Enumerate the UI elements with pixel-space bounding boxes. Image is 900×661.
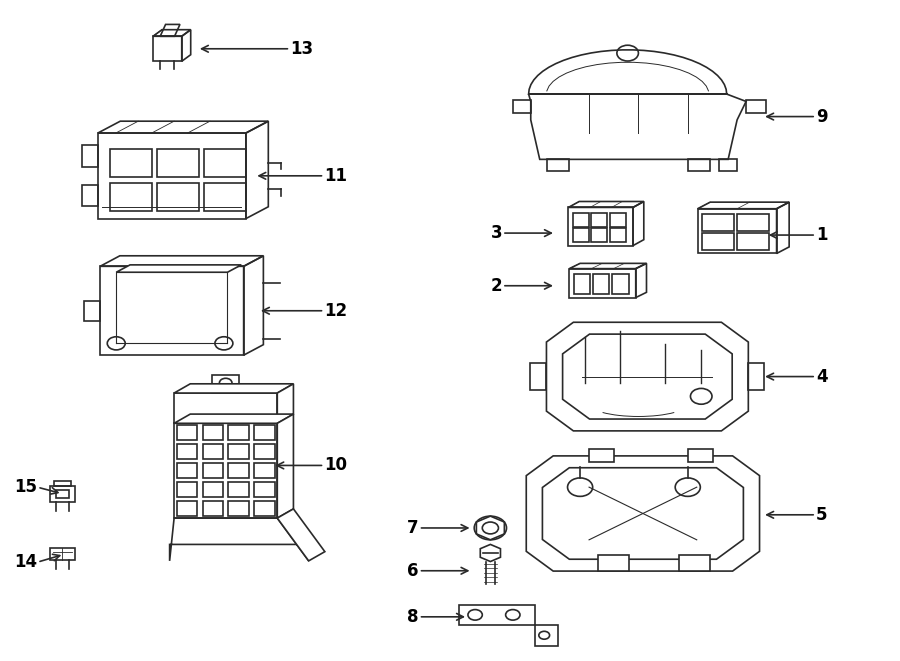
Polygon shape xyxy=(174,414,293,423)
Polygon shape xyxy=(277,384,293,423)
Bar xyxy=(176,425,197,440)
Text: 4: 4 xyxy=(816,368,828,385)
Bar xyxy=(111,149,152,176)
Polygon shape xyxy=(679,555,710,571)
Text: 2: 2 xyxy=(491,277,502,295)
Bar xyxy=(176,444,197,459)
Bar xyxy=(254,444,274,459)
Bar xyxy=(229,482,248,497)
Bar xyxy=(254,482,274,497)
Text: 5: 5 xyxy=(816,506,828,524)
Text: 14: 14 xyxy=(14,553,37,571)
Bar xyxy=(202,444,223,459)
Bar xyxy=(176,463,197,478)
Polygon shape xyxy=(688,449,713,463)
Bar xyxy=(158,149,199,176)
Bar xyxy=(702,233,734,251)
Bar xyxy=(229,444,248,459)
Text: 8: 8 xyxy=(407,608,418,626)
Text: 3: 3 xyxy=(491,224,502,242)
Text: 9: 9 xyxy=(816,108,828,126)
Polygon shape xyxy=(598,555,629,571)
Polygon shape xyxy=(174,384,293,393)
Bar xyxy=(702,214,734,231)
Bar xyxy=(610,229,626,243)
Bar xyxy=(158,183,199,211)
Bar xyxy=(202,482,223,497)
Text: 7: 7 xyxy=(407,519,418,537)
Bar xyxy=(254,425,274,440)
Bar xyxy=(229,463,248,478)
Text: 15: 15 xyxy=(14,478,37,496)
Bar xyxy=(111,183,152,211)
Polygon shape xyxy=(277,414,293,518)
Text: 10: 10 xyxy=(324,457,347,475)
Bar xyxy=(254,463,274,478)
Bar xyxy=(229,501,248,516)
Text: 1: 1 xyxy=(816,226,828,244)
Text: 12: 12 xyxy=(324,302,347,320)
Text: 13: 13 xyxy=(291,40,313,58)
Bar xyxy=(591,229,608,243)
Polygon shape xyxy=(277,509,325,561)
Bar xyxy=(204,183,246,211)
Bar xyxy=(176,501,197,516)
Bar xyxy=(593,274,609,294)
Bar xyxy=(610,213,626,227)
Polygon shape xyxy=(116,265,241,272)
Bar xyxy=(202,425,223,440)
Bar xyxy=(737,233,769,251)
Bar xyxy=(737,214,769,231)
Bar xyxy=(56,490,68,498)
Bar xyxy=(574,274,590,294)
Bar xyxy=(573,229,589,243)
Bar xyxy=(202,463,223,478)
Bar xyxy=(573,213,589,227)
Polygon shape xyxy=(590,449,614,463)
Text: 11: 11 xyxy=(324,167,347,185)
Bar xyxy=(591,213,608,227)
Bar xyxy=(612,274,628,294)
Bar xyxy=(229,425,248,440)
Bar xyxy=(176,482,197,497)
Bar xyxy=(202,501,223,516)
Bar xyxy=(254,501,274,516)
Text: 6: 6 xyxy=(407,562,418,580)
Bar xyxy=(204,149,246,176)
